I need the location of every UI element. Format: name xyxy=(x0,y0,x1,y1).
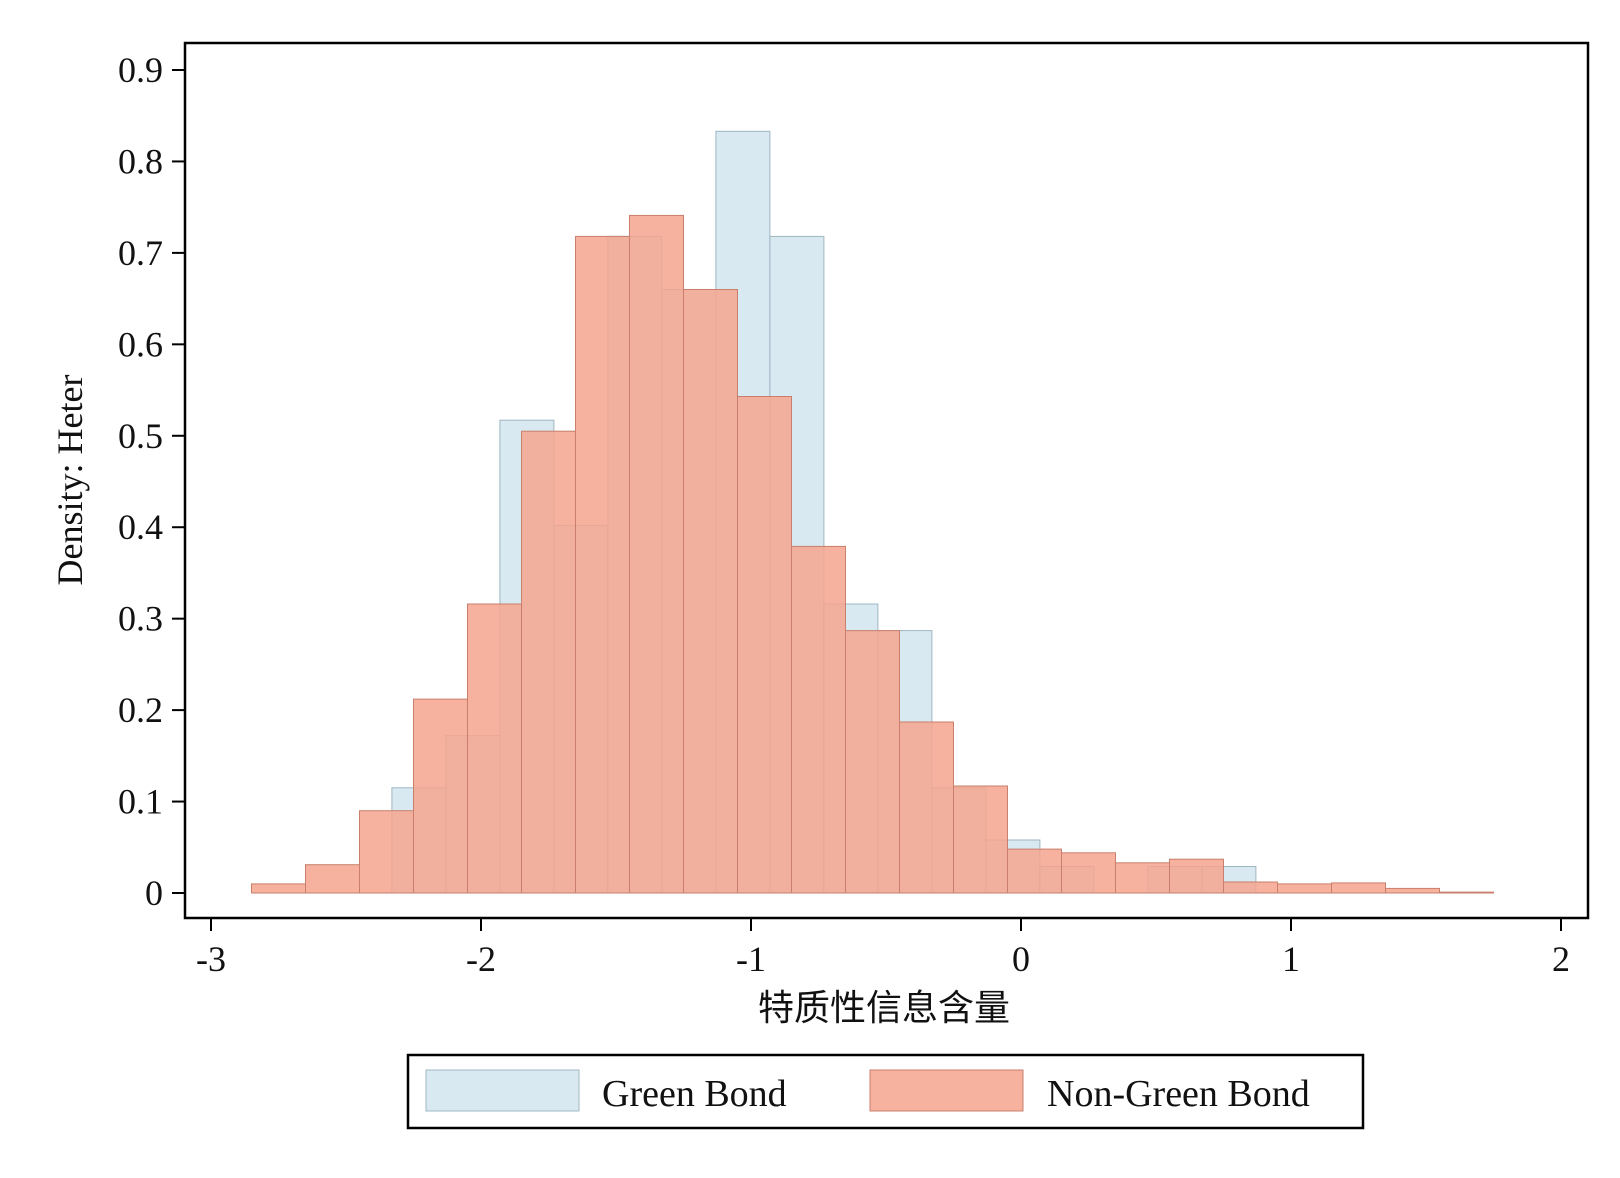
non-green-bond-bar xyxy=(251,883,306,894)
legend-swatch-non-green-bond xyxy=(869,1069,1024,1112)
non-green-bond-bar xyxy=(953,785,1008,894)
non-green-bond-bar xyxy=(1061,852,1116,894)
non-green-bond-bar xyxy=(575,235,630,894)
x-tick-label: 1 xyxy=(1282,939,1300,979)
non-green-bond-bars xyxy=(251,214,1494,894)
x-axis-title: 特质性信息含量 xyxy=(758,988,1010,1028)
non-green-bond-bar xyxy=(791,545,846,894)
non-green-bond-bar xyxy=(1007,848,1062,894)
legend-label-green-bond: Green Bond xyxy=(602,1073,787,1115)
plot-frame xyxy=(183,41,1590,920)
non-green-bond-bar xyxy=(683,289,738,894)
y-tick-label: 0.8 xyxy=(118,141,163,181)
x-tick-label: -2 xyxy=(466,939,496,979)
non-green-bond-bar xyxy=(305,864,360,894)
non-green-bond-bar xyxy=(1439,891,1494,894)
non-green-bond-bar xyxy=(629,214,684,894)
x-tick-label: -3 xyxy=(196,939,226,979)
y-tick-label: 0.1 xyxy=(118,782,163,822)
legend-label-non-green-bond: Non-Green Bond xyxy=(1047,1073,1310,1115)
legend: Green Bond Non-Green Bond xyxy=(406,1053,1365,1130)
non-green-bond-bar xyxy=(1385,887,1440,894)
x-tick-label: 0 xyxy=(1012,939,1030,979)
y-tick-label: 0.9 xyxy=(118,50,163,90)
x-tick-label: -1 xyxy=(736,939,766,979)
y-tick-label: 0.7 xyxy=(118,233,163,273)
y-axis-title: Density: Heter xyxy=(50,375,90,586)
non-green-bond-bar xyxy=(1277,883,1332,894)
y-tick-label: 0 xyxy=(145,873,163,913)
legend-swatch-green-bond xyxy=(425,1069,580,1112)
non-green-bond-bar xyxy=(359,810,414,894)
y-tick-label: 0.3 xyxy=(118,599,163,639)
axes: 0 0.1 0.2 0.3 0.4 0.5 0.6 0.7 0.8 0.9 -3 -2 -1 0 1 2 xyxy=(118,41,1590,979)
y-tick-label: 0.4 xyxy=(118,507,163,547)
non-green-bond-bar xyxy=(1331,882,1386,894)
y-tick-label: 0.6 xyxy=(118,324,163,364)
non-green-bond-bar xyxy=(1115,862,1170,894)
y-tick-label: 0.2 xyxy=(118,690,163,730)
x-tick-label: 2 xyxy=(1552,939,1570,979)
non-green-bond-bar xyxy=(1223,881,1278,894)
non-green-bond-bar xyxy=(521,430,576,894)
non-green-bond-bar xyxy=(899,721,954,894)
y-tick-label: 0.5 xyxy=(118,416,163,456)
non-green-bond-bar xyxy=(737,396,792,894)
non-green-bond-bar xyxy=(467,603,522,894)
non-green-bond-bar xyxy=(413,698,468,894)
non-green-bond-bar xyxy=(1169,858,1224,894)
non-green-bond-bar xyxy=(845,630,900,894)
